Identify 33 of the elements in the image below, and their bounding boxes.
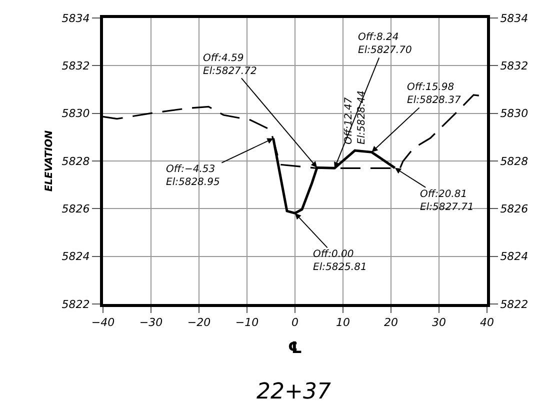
y2-tick-label: 5828 — [500, 154, 528, 168]
y-tick-label: 5822 — [62, 298, 90, 311]
x-axis-title: ℄ — [288, 338, 302, 357]
y2-tick-label: 5832 — [500, 60, 528, 73]
y-tick-label: 5826 — [62, 202, 90, 216]
annotation: Off:20.81 El:5827.71 — [420, 189, 474, 213]
y2-tick-label: 5824 — [500, 250, 528, 264]
annotation: Off:4.59 El:5827.72 — [203, 53, 257, 77]
x-tick-label: −40 — [91, 316, 115, 330]
x-tick-label: 0 — [292, 316, 298, 330]
y-axis-title: ELEVATION — [44, 130, 55, 192]
annotation: Off:8.24 El:5827.70 — [358, 32, 412, 56]
x-tick-label: 40 — [480, 316, 494, 330]
y-tick-label: 5832 — [62, 60, 90, 73]
x-tick-label: −20 — [187, 316, 211, 330]
y-tick-label: 5828 — [62, 154, 90, 168]
y2-tick-label: 5822 — [500, 298, 528, 311]
x-tick-label: 30 — [432, 316, 446, 330]
x-tick-label: 10 — [336, 316, 350, 330]
y2-tick-label: 5830 — [500, 107, 528, 120]
y-tick-label: 5824 — [62, 250, 90, 264]
x-tick-label: −10 — [235, 316, 259, 330]
annotation: Off:−4.53 El:5828.95 — [166, 164, 220, 188]
text: 22+37 — [256, 379, 331, 404]
y-tick-label: 5834 — [62, 12, 90, 25]
y-tick-label: 5830 — [62, 107, 90, 120]
y2-tick-label: 5826 — [500, 202, 528, 216]
x-tick-label: 20 — [384, 316, 398, 330]
x-tick-label: −30 — [139, 316, 163, 330]
annotation: Off:15.98 El:5828.37 — [407, 82, 462, 106]
annotation: Off:12.47 El:5828.44 — [343, 90, 368, 144]
annotation: Off:0.00 El:5825.81 — [313, 249, 367, 273]
y2-tick-label: 5834 — [500, 12, 528, 25]
